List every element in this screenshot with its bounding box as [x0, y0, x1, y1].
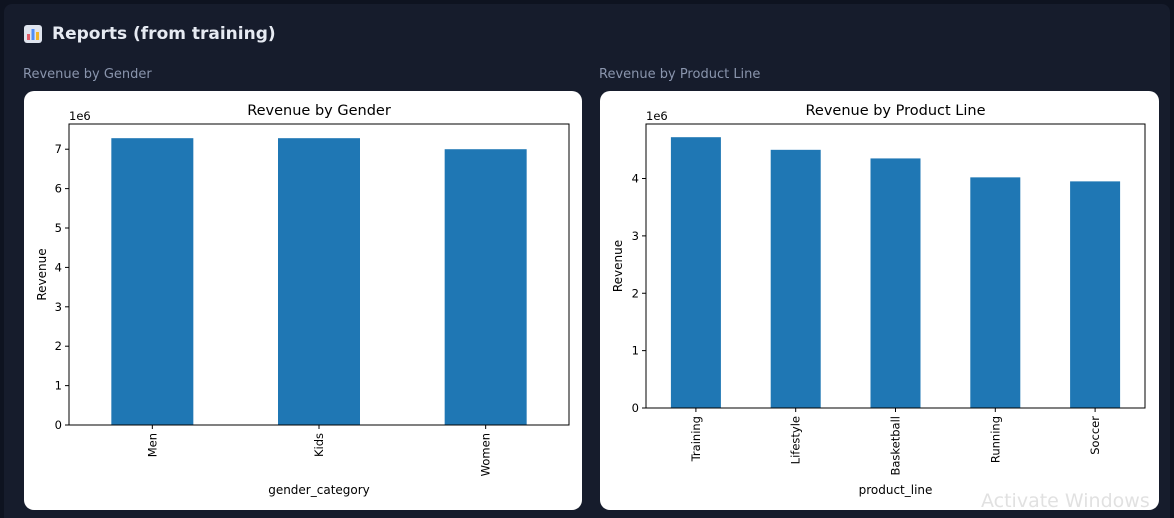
- activate-windows-watermark: Activate Windows: [981, 490, 1150, 512]
- y-tick-label: 3: [55, 300, 62, 314]
- y-tick-label: 7: [55, 142, 62, 156]
- y-tick-label: 1: [632, 344, 639, 358]
- report-label-gender: Revenue by Gender: [23, 67, 152, 82]
- x-axis-label: gender_category: [268, 483, 370, 497]
- y-tick-label: 0: [55, 418, 62, 432]
- reports-header: Reports (from training): [24, 22, 276, 46]
- y-scale-label: 1e6: [69, 109, 91, 123]
- revenue-by-product-line-chart: Revenue by Product Line 1e6 0 1 2 3 4 Training L…: [611, 103, 1146, 497]
- chart-title: Revenue by Gender: [247, 103, 391, 119]
- revenue-by-gender-chart: Revenue by Gender 1e6 0 1 2 3 4 5 6 7 Men Kids Women…: [35, 103, 570, 497]
- bar-running: [970, 177, 1021, 408]
- y-tick-label: 4: [55, 260, 62, 274]
- chart-card-gender: Revenue by Gender 1e6 0 1 2 3 4 5 6 7 Men Kids Women…: [24, 91, 582, 510]
- x-tick-label-lifestyle: Lifestyle: [789, 416, 803, 464]
- x-axis-label: product_line: [859, 483, 933, 497]
- y-tick-label: 5: [55, 221, 62, 235]
- chart-title: Revenue by Product Line: [805, 103, 985, 119]
- bar-kids: [278, 138, 360, 426]
- bar-lifestyle: [770, 149, 821, 408]
- x-tick-label-running: Running: [988, 416, 1002, 463]
- bar-basketball: [870, 158, 921, 408]
- y-tick-label: 2: [632, 286, 639, 300]
- y-tick-label: 6: [55, 182, 62, 196]
- y-tick-label: 1: [55, 379, 62, 393]
- x-tick-label-basketball: Basketball: [889, 416, 903, 476]
- x-tick-label-women: Women: [479, 433, 493, 476]
- chart-card-product-line: Revenue by Product Line 1e6 0 1 2 3 4 Training L…: [600, 91, 1159, 510]
- bar-training: [670, 137, 721, 408]
- bar-chart-icon: [24, 25, 42, 43]
- y-tick-label: 3: [632, 229, 639, 243]
- x-tick-label-soccer: Soccer: [1088, 416, 1102, 455]
- x-tick-label-kids: Kids: [312, 433, 326, 457]
- y-tick-label: 4: [632, 172, 639, 186]
- y-axis-label: Revenue: [35, 248, 49, 300]
- y-axis-label: Revenue: [611, 240, 625, 292]
- bar-men: [111, 138, 194, 426]
- reports-title: Reports (from training): [52, 24, 276, 44]
- bar-soccer: [1070, 181, 1121, 408]
- y-tick-label: 2: [55, 339, 62, 353]
- x-tick-label-men: Men: [145, 433, 159, 457]
- y-scale-label: 1e6: [646, 109, 668, 123]
- x-tick-label-training: Training: [689, 416, 703, 462]
- bar-women: [444, 149, 527, 425]
- report-label-product-line: Revenue by Product Line: [599, 67, 761, 82]
- y-tick-label: 0: [632, 401, 639, 415]
